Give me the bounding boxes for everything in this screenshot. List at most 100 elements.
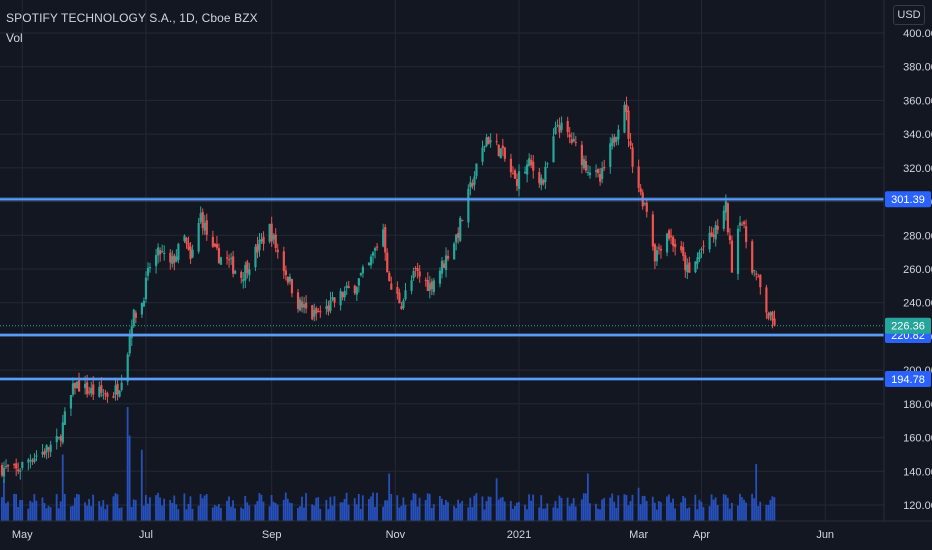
volume-bar (694, 494, 697, 521)
candle-up (126, 354, 129, 382)
volume-bar (540, 495, 543, 521)
candle-down (495, 141, 498, 143)
price-axis[interactable]: 120.00140.00160.00180.00200.00220.00240.… (883, 0, 932, 550)
candle-up (191, 249, 194, 258)
candle-down (77, 380, 81, 392)
level-price-tag-bg (885, 191, 931, 208)
candle-down (211, 236, 214, 247)
volume-bar (501, 497, 504, 521)
volume-bar (483, 509, 486, 521)
candle-down (446, 255, 450, 259)
candle-down (13, 464, 16, 466)
candle-up (359, 273, 362, 276)
candle-up (722, 210, 725, 229)
price-tick-label: 260.00 (903, 264, 932, 276)
candle-up (339, 290, 342, 306)
volume-bar (651, 496, 654, 521)
volume-bar (234, 508, 236, 521)
volume-bar (256, 501, 259, 521)
time-tick-label: Jun (816, 529, 834, 541)
volume-indicator-label[interactable]: Vol (6, 31, 23, 45)
time-axis[interactable]: May Jul Sep Nov 2021 Mar Apr Jun (0, 520, 932, 550)
volume-bar (724, 494, 727, 521)
volume-bar (329, 496, 332, 521)
volume-bar (333, 496, 336, 521)
candle-up (467, 188, 470, 223)
volume-bar (702, 507, 705, 521)
candle-up (623, 104, 626, 133)
volume-bar (15, 494, 17, 521)
volume-bar (773, 497, 776, 521)
volume-bar (722, 494, 725, 521)
volume-bar (570, 503, 573, 521)
volume-bar (353, 498, 356, 521)
price-tick-label: 320.00 (903, 163, 932, 175)
candle-down (376, 246, 379, 248)
candle-down (88, 391, 91, 393)
candle-down (511, 173, 515, 175)
candle-up (455, 234, 458, 243)
candle-up (655, 250, 659, 262)
candle-up (197, 222, 200, 252)
volume-bar (396, 495, 399, 521)
volume-bar (311, 504, 314, 521)
volume-bar (205, 494, 208, 521)
volume-bar (201, 498, 204, 521)
candle-down (347, 286, 350, 288)
volume-bar (359, 508, 362, 521)
candle-up (698, 252, 701, 259)
candle-up (469, 182, 472, 188)
candle-up (528, 158, 531, 167)
candle-up (588, 172, 592, 176)
volume-bar (276, 504, 279, 521)
volume-bar (49, 507, 52, 521)
volume-bar (325, 499, 328, 521)
volume-bar (388, 473, 391, 521)
candle-down (674, 243, 677, 248)
volume-bar (78, 494, 80, 521)
candle-down (169, 252, 172, 263)
candle-up (769, 312, 772, 316)
volume-bar (657, 501, 660, 521)
candle-down (672, 236, 675, 246)
volume-bar (128, 435, 131, 521)
candle-up (49, 444, 52, 452)
volume-bar (390, 493, 393, 521)
volume-bar (530, 500, 532, 521)
symbol-title[interactable]: SPOTIFY TECHNOLOGY S.A., 1D, Cboe BZX (6, 11, 258, 25)
volume-bar (84, 502, 86, 521)
volume-bar (228, 496, 230, 521)
candle-up (526, 164, 529, 175)
candle-up (382, 229, 385, 247)
time-tick-label: May (12, 529, 33, 541)
candle-down (205, 220, 208, 235)
volume-bar (142, 505, 145, 521)
candle-up (473, 176, 476, 185)
volume-bar (532, 494, 535, 521)
candle-down (31, 460, 34, 462)
time-tick-label: Jul (139, 529, 153, 541)
volume-bar (297, 507, 299, 521)
volume-bar (106, 504, 109, 521)
volume-bar (120, 507, 123, 521)
horizontal-levels[interactable] (0, 197, 884, 381)
candle-up (171, 256, 174, 264)
candle-down (570, 139, 573, 143)
candle-down (740, 224, 744, 226)
volume-bar (149, 497, 151, 521)
candle-up (63, 411, 66, 425)
candle-up (61, 422, 64, 443)
candle-up (438, 270, 442, 284)
volume-bar (684, 497, 687, 521)
volume-bar (17, 506, 20, 521)
volume-bar (301, 496, 303, 521)
volume-bar (400, 505, 403, 521)
candle-up (369, 256, 373, 266)
currency-button[interactable]: USD (893, 5, 925, 25)
volume-bar (641, 495, 644, 521)
volume-bar (98, 501, 101, 521)
volume-bar (544, 508, 547, 521)
volume-bar (140, 449, 143, 521)
candle-down (286, 277, 289, 283)
